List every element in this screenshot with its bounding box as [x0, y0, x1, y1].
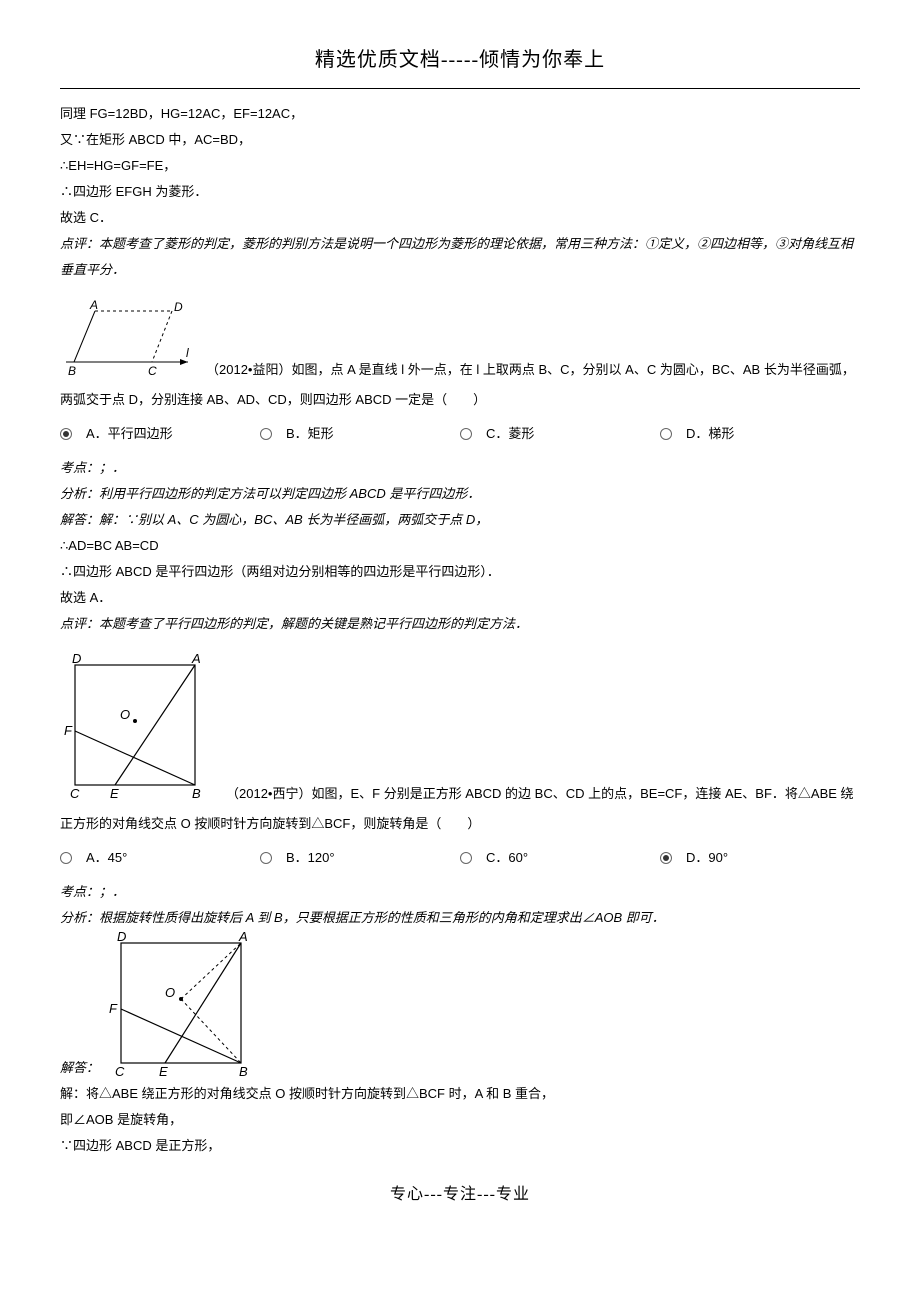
svg-text:O: O [165, 985, 175, 1000]
q1-options: A．平行四边形 B．矩形 C．菱形 D．梯形 [60, 421, 860, 447]
q2-option-c-label: C．60° [486, 845, 528, 871]
svg-text:C: C [70, 786, 80, 801]
radio-icon [60, 428, 72, 440]
q1-kaodian: 考点：；． [60, 455, 860, 481]
q2-solution-l2: 即∠AOB 是旋转角， [60, 1107, 860, 1133]
svg-text:A: A [191, 653, 201, 666]
q1-option-a[interactable]: A．平行四边形 [60, 421, 260, 447]
svg-text:F: F [64, 723, 73, 738]
svg-text:E: E [110, 786, 119, 801]
radio-icon [60, 852, 72, 864]
svg-text:D: D [117, 931, 126, 944]
q1-continuation: 两弧交于点 D，分别连接 AB、AD、CD，则四边形 ABCD 一定是（ ） [60, 387, 860, 413]
svg-text:C: C [115, 1064, 125, 1079]
proof-line-5: 故选 C． [60, 205, 860, 231]
q1-option-b-label: B．矩形 [286, 421, 334, 447]
header-divider [60, 88, 860, 89]
svg-text:O: O [120, 707, 130, 722]
q1-label-d: D [174, 300, 183, 314]
q1-source-text: （2012•益阳）如图，点 A 是直线 l 外一点，在 l 上取两点 B、C，分… [206, 357, 855, 383]
q1-comment: 点评：本题考查了平行四边形的判定，解题的关键是熟记平行四边形的判定方法． [60, 611, 860, 637]
q1-option-d[interactable]: D．梯形 [660, 421, 860, 447]
proof-line-4: ∴四边形 EFGH 为菱形． [60, 179, 860, 205]
q1-solution-l2: ∴AD=BC AB=CD [60, 533, 860, 559]
svg-text:B: B [239, 1064, 248, 1079]
q2-option-c[interactable]: C．60° [460, 845, 660, 871]
q2-solution-l1: 解：将△ABE 绕正方形的对角线交点 O 按顺时针方向旋转到△BCF 时，A 和… [60, 1081, 860, 1107]
q1-solution-l3: ∴四边形 ABCD 是平行四边形（两组对边分别相等的四边形是平行四边形）． [60, 559, 860, 585]
q2-fenxi: 分析：根据旋转性质得出旋转后 A 到 B，只要根据正方形的性质和三角形的内角和定… [60, 905, 860, 931]
svg-text:D: D [72, 653, 81, 666]
q1-diagram: A D B C l [60, 299, 200, 379]
q1-option-d-label: D．梯形 [686, 421, 734, 447]
q1-label-c: C [148, 364, 157, 378]
content-area: 同理 FG=12BD，HG=12AC，EF=12AC， 又∵在矩形 ABCD 中… [60, 101, 860, 1159]
q1-jieda-prefix: 解答：解：∵别以 A、C 为圆心，BC、AB 长为半径画弧，两弧交于点 D， [60, 507, 860, 533]
q1-option-a-label: A．平行四边形 [86, 421, 173, 447]
svg-text:F: F [109, 1001, 118, 1016]
q1-label-a: A [89, 299, 98, 312]
svg-text:B: B [192, 786, 201, 801]
q2-diagram: D A F O C E B [60, 653, 220, 803]
q1-solution-l4: 故选 A． [60, 585, 860, 611]
q2-continuation: 正方形的对角线交点 O 按顺时针方向旋转到△BCF，则旋转角是（ ） [60, 811, 860, 837]
proof-line-2: 又∵在矩形 ABCD 中，AC=BD， [60, 127, 860, 153]
radio-icon [460, 852, 472, 864]
q2-option-d[interactable]: D．90° [660, 845, 860, 871]
radio-icon [660, 852, 672, 864]
proof-line-1: 同理 FG=12BD，HG=12AC，EF=12AC， [60, 101, 860, 127]
q1-label-l: l [186, 346, 189, 360]
proof-line-3: ∴EH=HG=GF=FE， [60, 153, 860, 179]
q2-source-text: （2012•西宁）如图，E、F 分别是正方形 ABCD 的边 BC、CD 上的点… [226, 781, 854, 807]
q2-solution-l3: ∵四边形 ABCD 是正方形， [60, 1133, 860, 1159]
radio-icon [460, 428, 472, 440]
proof-comment: 点评：本题考查了菱形的判定，菱形的判别方法是说明一个四边形为菱形的理论依据，常用… [60, 231, 860, 283]
radio-icon [260, 428, 272, 440]
q1-option-c-label: C．菱形 [486, 421, 534, 447]
q2-option-b-label: B．120° [286, 845, 335, 871]
q2-options: A．45° B．120° C．60° D．90° [60, 845, 860, 871]
q1-label-b: B [68, 364, 76, 378]
radio-icon [260, 852, 272, 864]
q1-option-b[interactable]: B．矩形 [260, 421, 460, 447]
radio-icon [660, 428, 672, 440]
q2-diagram-2: D A F O C E B [103, 931, 273, 1081]
q1-fenxi: 分析：利用平行四边形的判定方法可以判定四边形 ABCD 是平行四边形． [60, 481, 860, 507]
page-header-title: 精选优质文档-----倾情为你奉上 [60, 40, 860, 80]
q1-option-c[interactable]: C．菱形 [460, 421, 660, 447]
q2-kaodian: 考点：；． [60, 879, 860, 905]
svg-text:E: E [159, 1064, 168, 1079]
q2-option-a-label: A．45° [86, 845, 127, 871]
q2-jieda-label: 解答： [60, 1055, 99, 1081]
svg-text:A: A [238, 931, 248, 944]
q2-option-d-label: D．90° [686, 845, 728, 871]
q2-option-b[interactable]: B．120° [260, 845, 460, 871]
page-footer: 专心---专注---专业 [60, 1179, 860, 1211]
q2-option-a[interactable]: A．45° [60, 845, 260, 871]
